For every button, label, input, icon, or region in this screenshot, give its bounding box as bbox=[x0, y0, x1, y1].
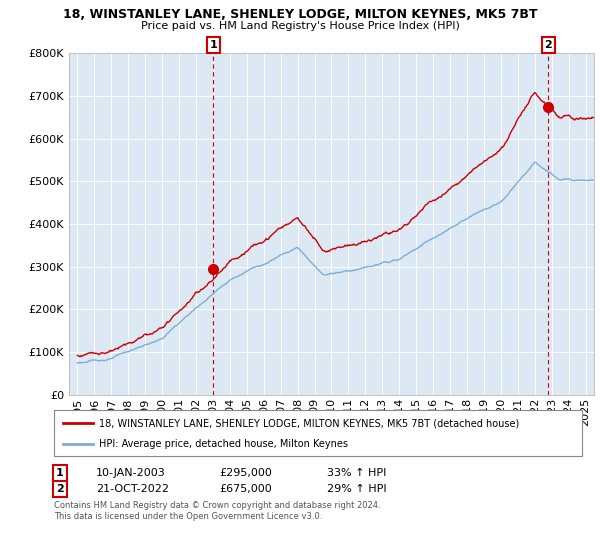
Text: £295,000: £295,000 bbox=[219, 468, 272, 478]
Text: 1: 1 bbox=[209, 40, 217, 50]
Text: 18, WINSTANLEY LANE, SHENLEY LODGE, MILTON KEYNES, MK5 7BT: 18, WINSTANLEY LANE, SHENLEY LODGE, MILT… bbox=[63, 8, 537, 21]
Text: 29% ↑ HPI: 29% ↑ HPI bbox=[327, 484, 386, 494]
Text: £675,000: £675,000 bbox=[219, 484, 272, 494]
Text: 10-JAN-2003: 10-JAN-2003 bbox=[96, 468, 166, 478]
Text: Contains HM Land Registry data © Crown copyright and database right 2024.: Contains HM Land Registry data © Crown c… bbox=[54, 501, 380, 510]
Text: 2: 2 bbox=[544, 40, 552, 50]
Text: 18, WINSTANLEY LANE, SHENLEY LODGE, MILTON KEYNES, MK5 7BT (detached house): 18, WINSTANLEY LANE, SHENLEY LODGE, MILT… bbox=[99, 418, 519, 428]
Text: HPI: Average price, detached house, Milton Keynes: HPI: Average price, detached house, Milt… bbox=[99, 440, 348, 450]
Text: This data is licensed under the Open Government Licence v3.0.: This data is licensed under the Open Gov… bbox=[54, 512, 322, 521]
Text: 1: 1 bbox=[56, 468, 64, 478]
Text: 33% ↑ HPI: 33% ↑ HPI bbox=[327, 468, 386, 478]
Text: 2: 2 bbox=[56, 484, 64, 494]
Text: Price paid vs. HM Land Registry's House Price Index (HPI): Price paid vs. HM Land Registry's House … bbox=[140, 21, 460, 31]
Text: 21-OCT-2022: 21-OCT-2022 bbox=[96, 484, 169, 494]
